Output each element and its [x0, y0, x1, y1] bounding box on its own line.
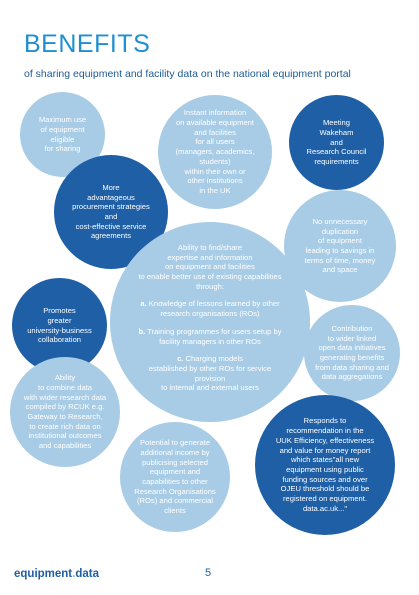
bubble-additional-income: Potential to generate additional income …	[120, 422, 230, 532]
bubble-open-data: Contribution to wider linked open data i…	[304, 305, 400, 401]
central-item-b-number: b.	[138, 326, 146, 336]
bubble-text: Maximum use of equipment eligible for sh…	[38, 115, 87, 154]
bubble-combine-data: Ability to combine data with wider resea…	[10, 357, 120, 467]
bubble-text: Contribution to wider linked open data i…	[315, 323, 389, 382]
brand-main: equipment	[14, 568, 73, 580]
bubble-text: Responds to recommendation in the UUK Ef…	[275, 416, 375, 513]
bubble-text: No unnecessary duplication of equipment …	[304, 216, 376, 275]
page-subtitle: of sharing equipment and facility data o…	[24, 68, 351, 80]
bubble-text: Potential to generate additional income …	[134, 438, 216, 516]
bubble-instant-information: Instant information on available equipme…	[158, 95, 272, 209]
central-intro: Ability to find/share expertise and info…	[138, 242, 282, 291]
central-item-a: a. Knowledge of lessons learned by other…	[128, 299, 293, 318]
bubble-text: Ability to combine data with wider resea…	[23, 373, 107, 451]
brand-logo: equipment.data	[14, 568, 99, 580]
brand-suffix: data	[75, 568, 99, 580]
central-text-block: Ability to find/share expertise and info…	[128, 243, 293, 401]
bubble-wakeham: Meeting Wakeham and Research Council req…	[289, 95, 384, 190]
bubble-central-capabilities: Ability to find/share expertise and info…	[110, 222, 310, 422]
bubble-maximum-use: Maximum use of equipment eligible for sh…	[20, 92, 105, 177]
central-item-c-text: Charging models established by other ROs…	[148, 354, 272, 393]
central-item-c: c. Charging models established by other …	[128, 354, 293, 393]
central-item-a-text: Knowledge of lessons learned by other re…	[148, 299, 280, 319]
central-item-a-number: a.	[140, 299, 147, 309]
central-item-b: b. Training programmes for users setup b…	[128, 327, 293, 346]
page-title: BENEFITS	[24, 30, 151, 58]
central-item-c-number: c.	[177, 354, 184, 364]
bubble-text: Instant information on available equipme…	[175, 108, 255, 196]
bubble-text: Meeting Wakeham and Research Council req…	[306, 118, 367, 167]
bubble-text: More advantageous procurement strategies…	[72, 182, 150, 241]
brand-dot: .	[72, 568, 76, 580]
bubble-no-duplication: No unnecessary duplication of equipment …	[284, 190, 396, 302]
page-number: 5	[205, 567, 212, 579]
bubble-text: Promotes greater university-business col…	[27, 306, 92, 345]
central-item-b-text: Training programmes for users setup by f…	[147, 326, 282, 346]
bubble-uuk-recommendation: Responds to recommendation in the UUK Ef…	[255, 395, 395, 535]
